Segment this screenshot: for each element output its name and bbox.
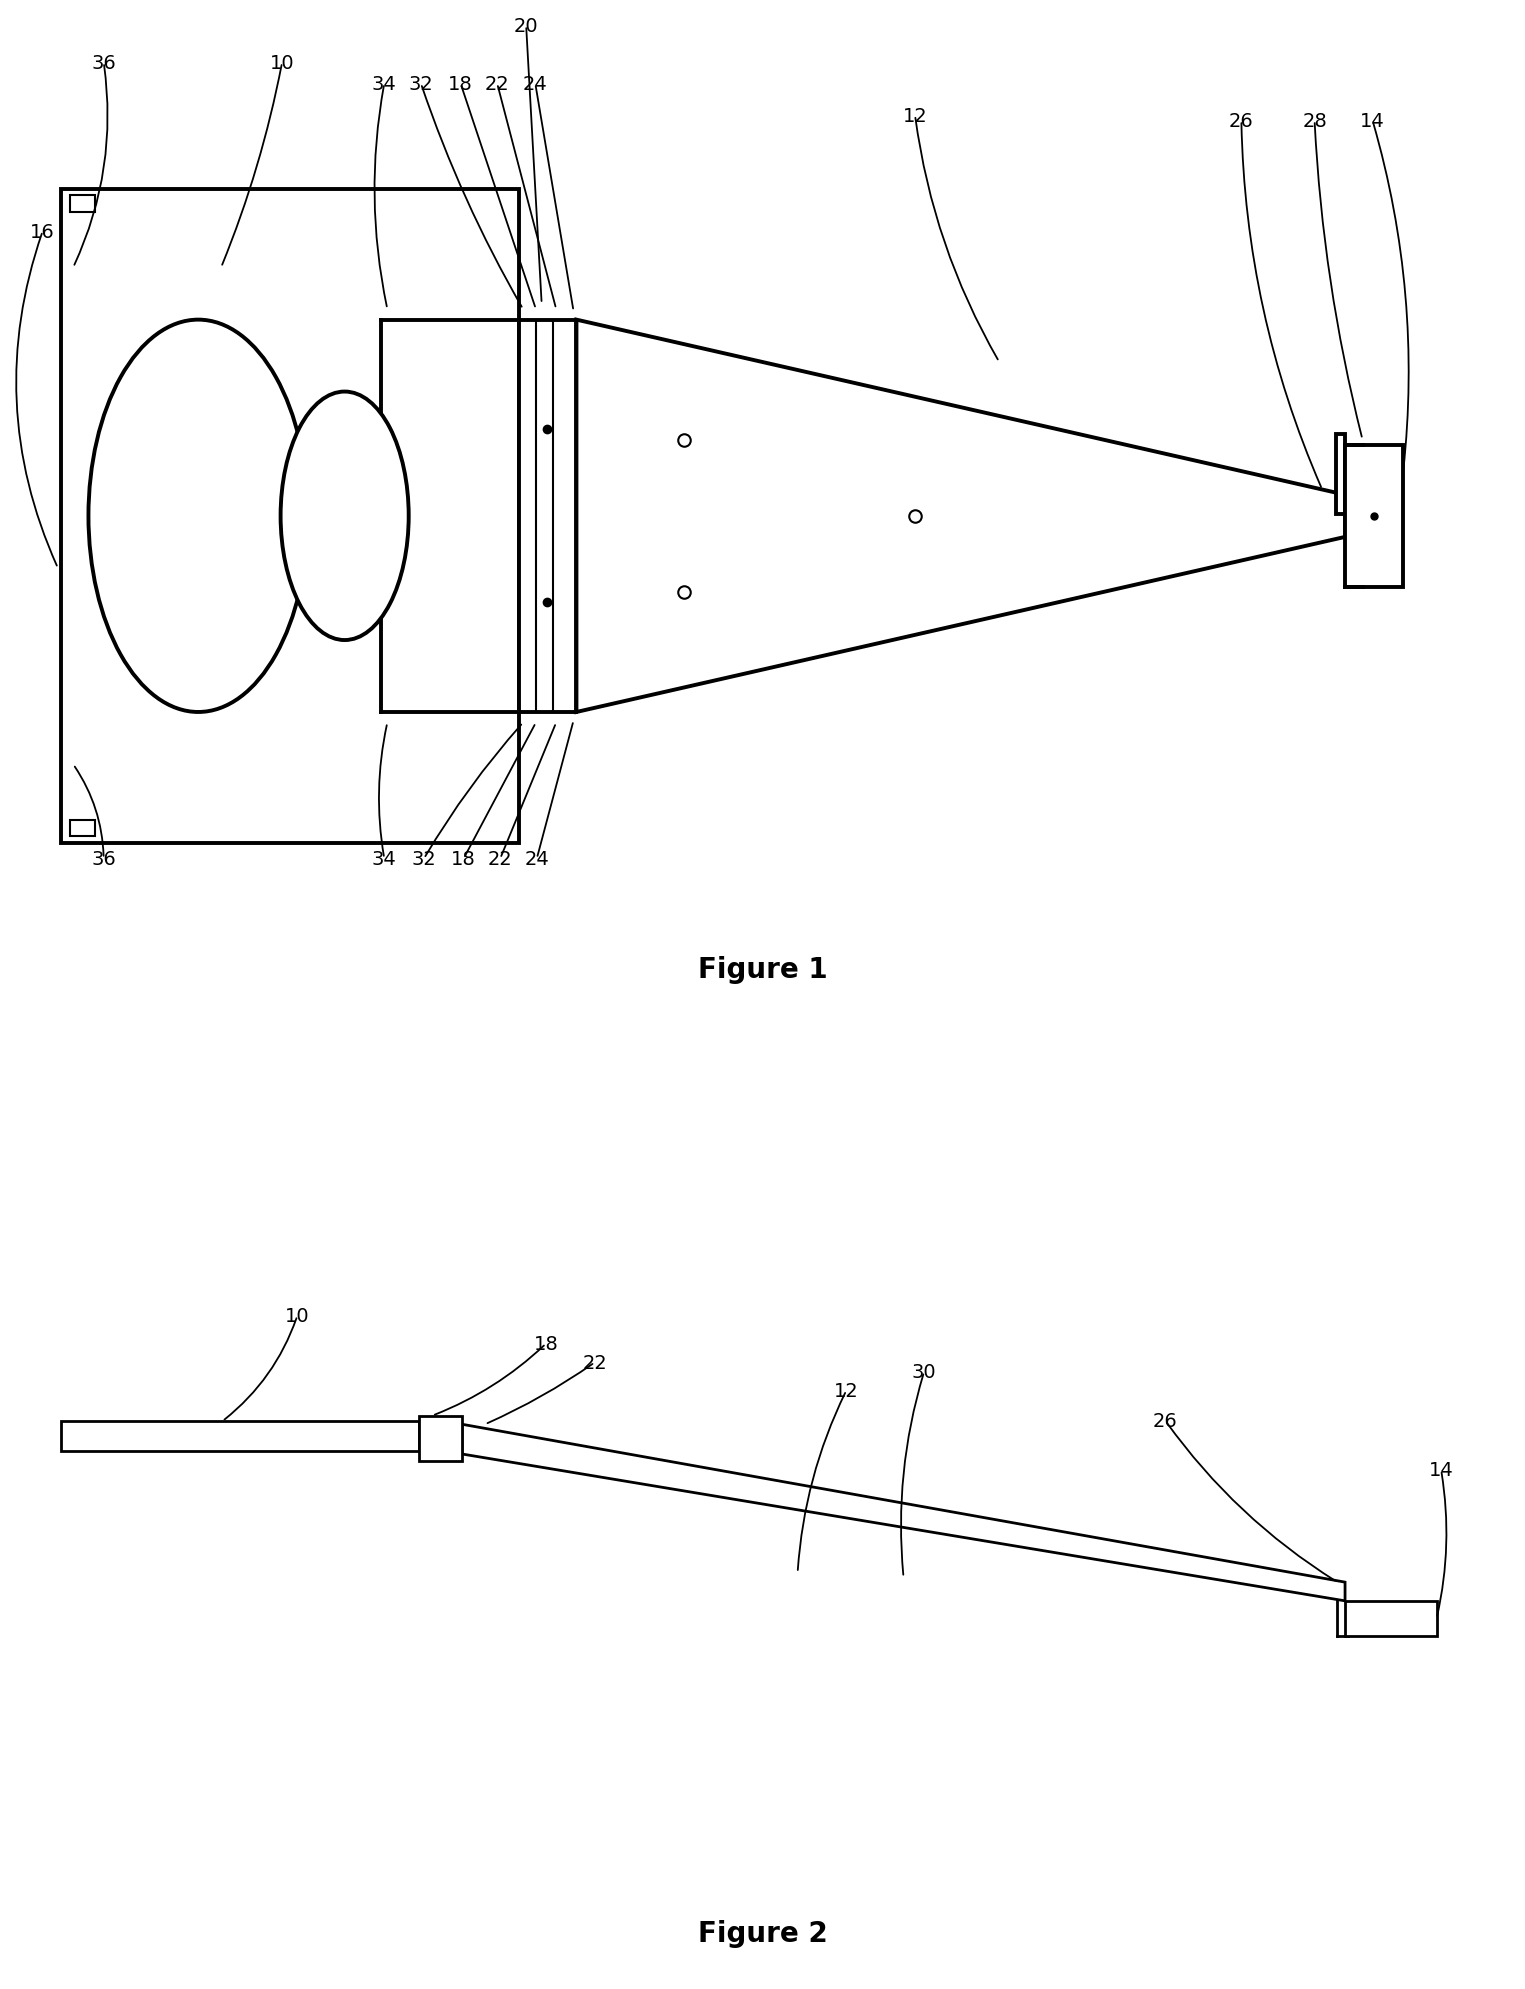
Text: 32: 32 <box>409 76 433 93</box>
Text: 12: 12 <box>903 107 927 125</box>
Text: 14: 14 <box>1360 111 1385 131</box>
Polygon shape <box>462 1424 1345 1601</box>
Bar <box>518 320 576 712</box>
Text: 24: 24 <box>523 76 547 93</box>
Text: 16: 16 <box>30 223 55 241</box>
Bar <box>61 1422 419 1452</box>
Text: 18: 18 <box>451 849 476 869</box>
Text: 22: 22 <box>583 1353 607 1372</box>
Text: 34: 34 <box>372 76 396 93</box>
Text: 24: 24 <box>525 849 549 869</box>
Bar <box>70 819 95 837</box>
Text: 36: 36 <box>92 849 116 869</box>
Text: 10: 10 <box>270 54 294 74</box>
Ellipse shape <box>88 320 308 712</box>
Bar <box>1336 434 1345 515</box>
Text: 12: 12 <box>834 1380 859 1400</box>
Bar <box>419 1416 462 1460</box>
Bar <box>1345 1601 1437 1637</box>
Text: 32: 32 <box>412 849 436 869</box>
Text: 34: 34 <box>372 849 396 869</box>
Text: 22: 22 <box>488 849 512 869</box>
Text: 36: 36 <box>92 54 116 74</box>
Text: 18: 18 <box>534 1335 558 1353</box>
Bar <box>70 197 95 213</box>
Polygon shape <box>576 320 1345 712</box>
Ellipse shape <box>281 392 409 640</box>
Bar <box>1345 446 1403 587</box>
Text: 18: 18 <box>448 76 473 93</box>
Text: 26: 26 <box>1153 1410 1177 1430</box>
Text: 20: 20 <box>514 16 538 36</box>
Text: 26: 26 <box>1229 111 1254 131</box>
Text: 30: 30 <box>912 1362 936 1382</box>
Text: Figure 1: Figure 1 <box>698 957 827 985</box>
Text: 22: 22 <box>485 76 509 93</box>
Bar <box>61 189 518 843</box>
Text: 10: 10 <box>285 1307 310 1325</box>
Text: 28: 28 <box>1302 111 1327 131</box>
Text: 14: 14 <box>1429 1460 1453 1480</box>
Text: Figure 2: Figure 2 <box>697 1919 828 1947</box>
